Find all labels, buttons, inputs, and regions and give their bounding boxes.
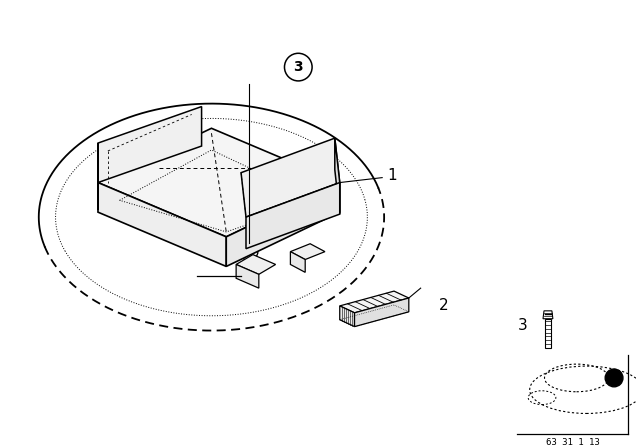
Polygon shape	[98, 107, 202, 182]
Polygon shape	[236, 254, 276, 274]
Polygon shape	[545, 319, 551, 349]
Polygon shape	[340, 306, 355, 327]
Polygon shape	[340, 291, 409, 313]
Polygon shape	[98, 182, 227, 267]
Polygon shape	[291, 252, 305, 272]
Circle shape	[284, 53, 312, 81]
Polygon shape	[291, 244, 325, 259]
Text: 1: 1	[387, 168, 397, 183]
Polygon shape	[227, 182, 340, 267]
Polygon shape	[98, 128, 340, 237]
Text: 2: 2	[438, 298, 448, 314]
Text: 3: 3	[518, 318, 527, 333]
Polygon shape	[236, 264, 259, 288]
Circle shape	[605, 369, 623, 387]
Polygon shape	[335, 138, 340, 214]
Polygon shape	[241, 138, 340, 217]
Polygon shape	[543, 311, 553, 319]
Polygon shape	[246, 182, 340, 249]
Text: 3: 3	[294, 60, 303, 74]
Polygon shape	[355, 298, 409, 327]
Text: 63 31 1 13: 63 31 1 13	[546, 438, 600, 447]
